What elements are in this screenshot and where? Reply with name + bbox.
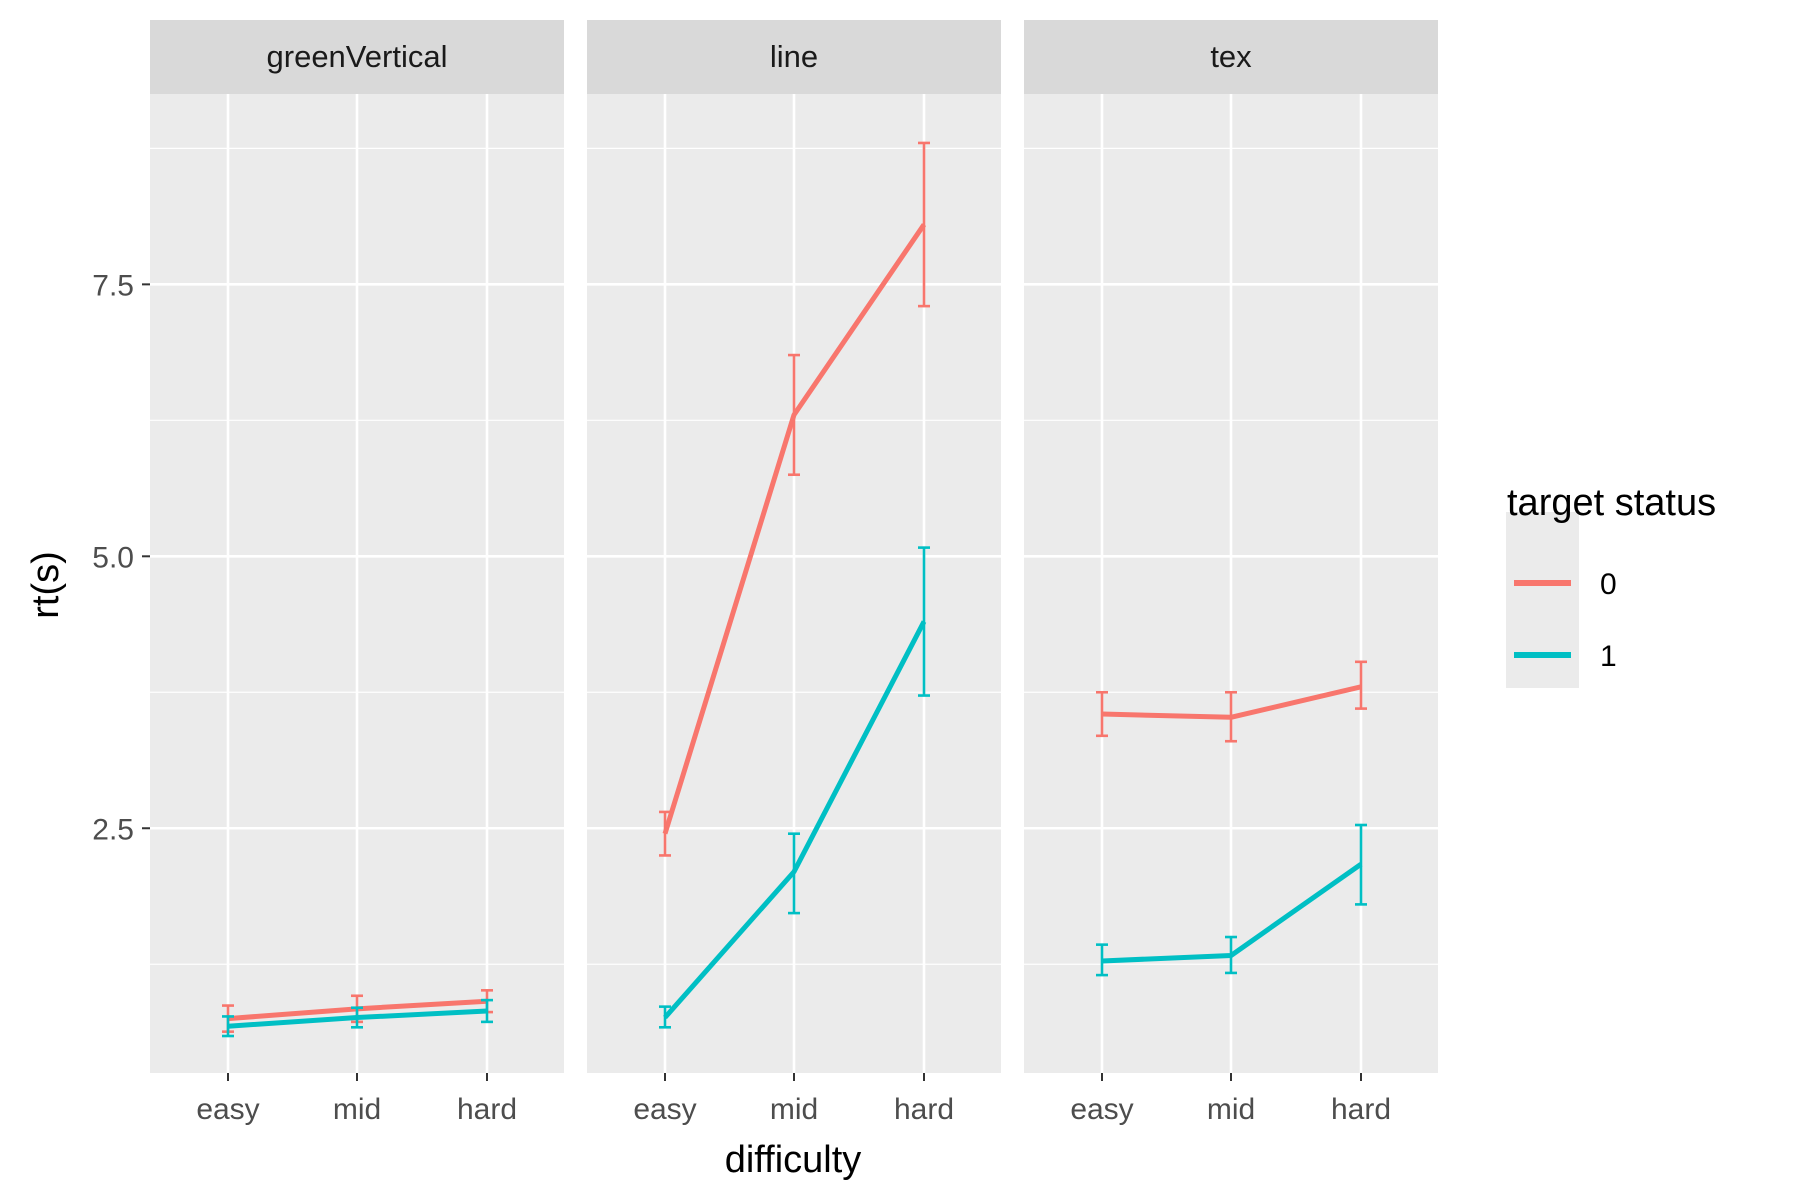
facet-strip	[587, 20, 1001, 94]
y-axis-title: rt(s)	[25, 551, 67, 619]
series-1	[222, 998, 493, 1038]
facet-strip-label: line	[770, 39, 818, 74]
series-1	[659, 546, 930, 1029]
legend-label-1: 1	[1600, 640, 1617, 673]
x-tick-label: easy	[196, 1093, 259, 1126]
series-0	[1096, 660, 1367, 743]
series-line	[227, 1008, 488, 1029]
legend: target status 0 1	[1506, 482, 1716, 688]
series-1	[1096, 823, 1367, 977]
y-tick-label: 5.0	[92, 541, 134, 574]
x-tick-label: easy	[1070, 1093, 1133, 1126]
x-tick-label: hard	[894, 1093, 954, 1126]
y-tick-label: 2.5	[92, 813, 134, 846]
facet-strip	[150, 20, 564, 94]
facet-strip	[1024, 20, 1438, 94]
legend-background	[1506, 512, 1579, 688]
series-line	[1101, 862, 1363, 964]
series-line	[663, 620, 927, 1020]
y-tick-label: 7.5	[92, 269, 134, 302]
x-tick-label: mid	[333, 1093, 381, 1126]
x-tick-label: hard	[1331, 1093, 1391, 1126]
legend-label-0: 0	[1600, 568, 1617, 601]
x-tick-label: mid	[1207, 1093, 1255, 1126]
panel-tex: tex easy mid hard	[1024, 20, 1438, 1126]
x-axis-title: difficulty	[725, 1139, 862, 1181]
legend-title: target status	[1507, 482, 1716, 524]
y-axis: 2.5 5.0 7.5	[92, 269, 150, 846]
x-tick-label: easy	[633, 1093, 696, 1126]
x-tick-label: hard	[457, 1093, 517, 1126]
series-line	[1101, 684, 1362, 720]
x-tick-label: mid	[770, 1093, 818, 1126]
series-line	[662, 223, 927, 835]
series-0	[659, 141, 930, 857]
panel-line: line easy mid hard	[587, 20, 1001, 1126]
facet-strip-label: greenVertical	[267, 39, 448, 74]
panel-greenVertical: greenVertical easy mid hard	[150, 20, 564, 1126]
facet-strip-label: tex	[1210, 39, 1252, 74]
